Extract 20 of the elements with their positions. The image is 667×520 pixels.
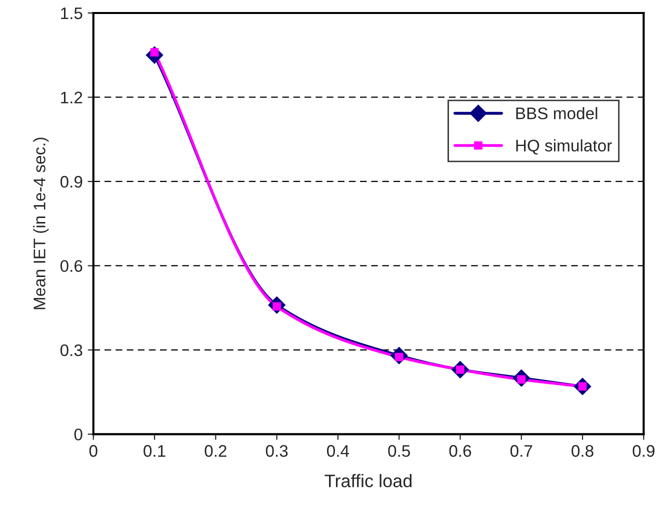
y-tick-label: 1.5 [61,8,82,20]
x-tick-label: 0.9 [632,445,654,457]
legend-label: HQ simulator [516,139,612,154]
x-tick-label: 0.3 [266,445,288,457]
legend-label: BBS model [516,107,598,120]
x-tick-label: 0.2 [204,445,226,457]
y-axis-title: Mean IET (in 1e-4 sec.) [33,138,49,310]
x-tick-label: 0.5 [388,445,410,457]
x-tick-label: 0.7 [510,445,532,457]
y-tick-label: 0.3 [60,344,82,356]
y-tick-label: 0.9 [60,176,82,188]
x-axis-title: Traffic load [324,474,412,488]
x-tick-label: 0.1 [144,445,166,457]
y-tick-label: 0 [74,428,82,440]
x-tick-label: 0.4 [327,445,350,457]
x-tick-label: 0.8 [572,445,594,457]
y-tick-label: 1.2 [61,92,82,104]
x-tick-label: 0 [89,445,98,457]
y-tick-label: 0.6 [60,260,82,272]
x-tick-label: 0.6 [449,445,472,457]
